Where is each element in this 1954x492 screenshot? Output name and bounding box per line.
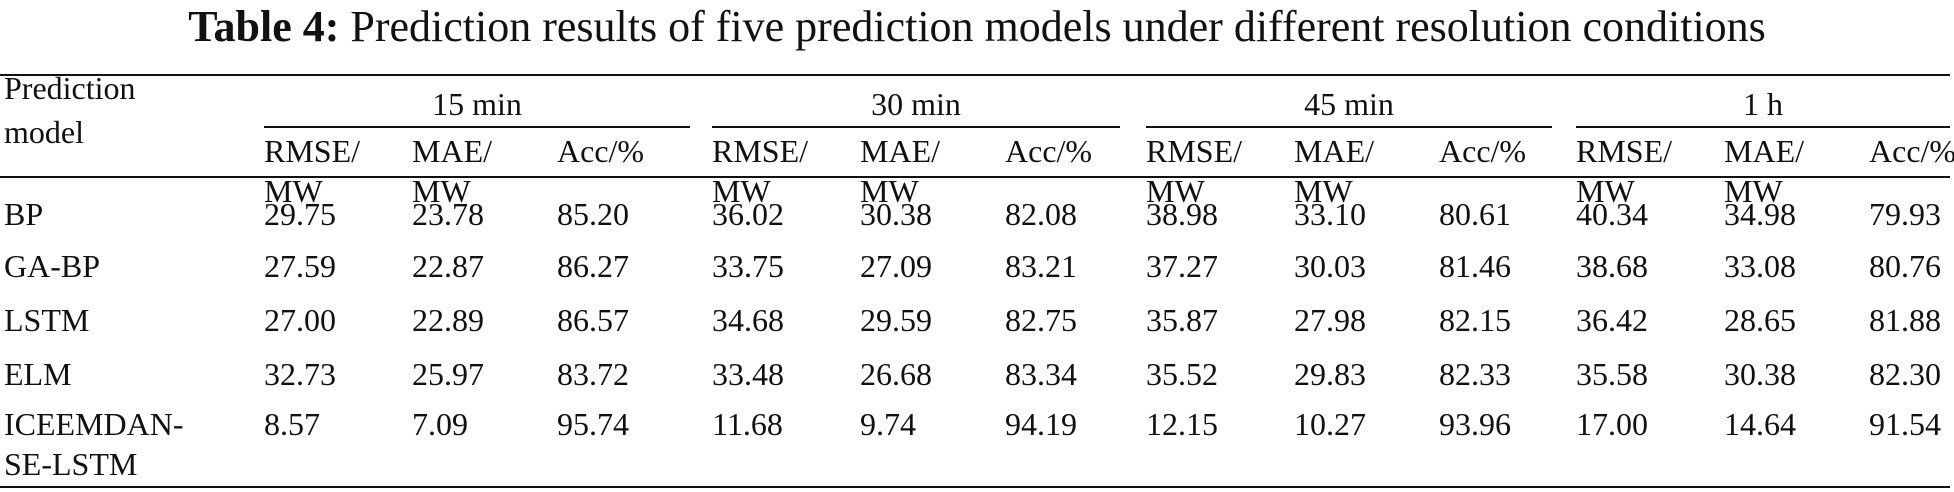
table-cell: 36.42 [1576,302,1648,338]
table-cell: 29.75 [264,196,336,232]
group-underline [1146,126,1552,128]
table-cell: 93.96 [1439,406,1511,442]
table-cell: 38.98 [1146,196,1218,232]
table-cell: 35.87 [1146,302,1218,338]
table-cell: 80.61 [1439,196,1511,232]
metric-header: RMSE/ MW [264,133,361,209]
metric-header: RMSE/ MW [712,133,809,209]
table-cell: 28.65 [1724,302,1796,338]
table-cell: 35.52 [1146,356,1218,392]
table-cell: 30.03 [1294,248,1366,284]
group-underline [264,126,690,128]
table-cell: 86.57 [557,302,629,338]
table-cell: 32.73 [264,356,336,392]
table-cell: 36.02 [712,196,784,232]
table-cell: 79.93 [1869,196,1941,232]
group-underline [1576,126,1950,128]
table-cell: 27.09 [860,248,932,284]
metric-header: RMSE/ MW [1576,133,1673,209]
caption-label: Table 4: [188,2,340,51]
model-name: GA-BP [4,248,101,284]
table-cell: 83.21 [1005,248,1077,284]
table-cell: 9.74 [860,406,916,442]
metric-header: RMSE/ MW [1146,133,1243,209]
metric-header: Acc/% [1439,133,1527,169]
bottom-rule [0,486,1950,488]
table-cell: 30.38 [860,196,932,232]
table-cell: 85.20 [557,196,629,232]
metric-header: Acc/% [1005,133,1093,169]
metric-header: MAE/ MW [860,133,940,209]
table-cell: 23.78 [412,196,484,232]
table-cell: 82.30 [1869,356,1941,392]
model-name: LSTM [4,302,90,338]
table-cell: 27.98 [1294,302,1366,338]
table-cell: 82.15 [1439,302,1511,338]
caption-text: Prediction results of five prediction mo… [350,2,1766,51]
table-cell: 29.83 [1294,356,1366,392]
table-cell: 95.74 [557,406,629,442]
table-cell: 26.68 [860,356,932,392]
table-cell: 94.19 [1005,406,1077,442]
model-name: ICEEMDAN- SE-LSTM [4,406,184,482]
table-cell: 33.48 [712,356,784,392]
table-cell: 34.98 [1724,196,1796,232]
group-underline [712,126,1120,128]
table-cell: 27.59 [264,248,336,284]
metric-header: Acc/% [557,133,645,169]
table-cell: 86.27 [557,248,629,284]
table-cell: 33.08 [1724,248,1796,284]
table-cell: 82.33 [1439,356,1511,392]
table-cell: 12.15 [1146,406,1218,442]
table-cell: 80.76 [1869,248,1941,284]
table-cell: 14.64 [1724,406,1796,442]
table-cell: 22.87 [412,248,484,284]
table-cell: 37.27 [1146,248,1218,284]
group-header: 30 min [871,86,961,122]
table-cell: 83.72 [557,356,629,392]
table-cell: 22.89 [412,302,484,338]
metric-header: MAE/ MW [1294,133,1374,209]
metric-header: Acc/% [1869,133,1954,169]
table-cell: 82.75 [1005,302,1077,338]
table-cell: 30.38 [1724,356,1796,392]
table-cell: 35.58 [1576,356,1648,392]
header-rule [0,176,1950,178]
model-column-header: Prediction model [4,70,136,150]
table-cell: 34.68 [712,302,784,338]
table-caption: Table 4: Prediction results of five pred… [0,2,1954,52]
table-cell: 81.88 [1869,302,1941,338]
table-cell: 81.46 [1439,248,1511,284]
table-cell: 17.00 [1576,406,1648,442]
group-header: 45 min [1304,86,1394,122]
table-cell: 40.34 [1576,196,1648,232]
group-header: 1 h [1743,86,1783,122]
table-cell: 8.57 [264,406,320,442]
table-cell: 27.00 [264,302,336,338]
table-cell: 29.59 [860,302,932,338]
top-rule [0,74,1950,76]
table-cell: 83.34 [1005,356,1077,392]
model-name: ELM [4,356,72,392]
table-cell: 33.10 [1294,196,1366,232]
metric-header: MAE/ MW [412,133,492,209]
table-cell: 25.97 [412,356,484,392]
table-cell: 7.09 [412,406,468,442]
table-cell: 11.68 [712,406,783,442]
metric-header: MAE/ MW [1724,133,1804,209]
table-cell: 10.27 [1294,406,1366,442]
table-cell: 33.75 [712,248,784,284]
group-header: 15 min [432,86,522,122]
table-cell: 38.68 [1576,248,1648,284]
table-cell: 91.54 [1869,406,1941,442]
table-cell: 82.08 [1005,196,1077,232]
model-name: BP [4,196,44,232]
